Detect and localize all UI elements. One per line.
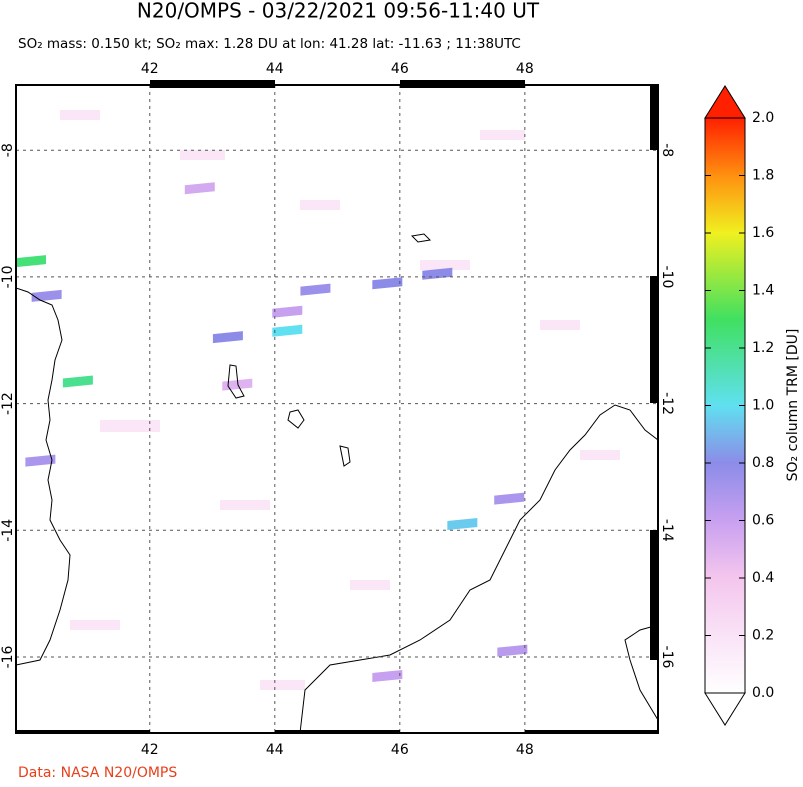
so2-pixel [372, 669, 403, 682]
colorbar-tick-label: 0.0 [752, 685, 774, 701]
colorbar [704, 85, 746, 726]
colorbar-tick-label: 1.4 [752, 283, 774, 299]
lat-tick-label: -8 [659, 143, 675, 157]
so2-pixel [222, 378, 253, 391]
so2-pixel [212, 331, 243, 344]
so2-pixel [497, 644, 528, 657]
lon-tick-label: 42 [141, 742, 159, 758]
so2-pixel [62, 375, 93, 388]
colorbar-tick-label: 0.8 [752, 455, 774, 471]
colorbar-tick-label: 0.6 [752, 513, 774, 529]
lat-tick-label: -16 [0, 645, 16, 668]
subtitle: SO₂ mass: 0.150 kt; SO₂ max: 1.28 DU at … [18, 36, 521, 52]
lon-tick-label: 42 [141, 61, 159, 77]
colorbar-tick-label: 1.0 [752, 398, 774, 414]
lat-tick-label: -14 [0, 519, 16, 542]
colorbar-tick-label: 0.4 [752, 570, 774, 586]
so2-pixel [25, 454, 56, 467]
lat-tick-label: -10 [659, 265, 675, 288]
colorbar-tick-label: 0.2 [752, 628, 774, 644]
frame-bars [16, 80, 658, 733]
lon-tick-label: 44 [266, 61, 284, 77]
so2-pixel [447, 517, 478, 530]
lat-tick-label: -10 [0, 265, 16, 288]
so2-pixel [272, 324, 303, 337]
lat-tick-label: -12 [659, 392, 675, 415]
lon-tick-label: 46 [391, 742, 409, 758]
credit: Data: NASA N20/OMPS [18, 765, 177, 781]
colorbar-label: SO₂ column TRM [DU] [785, 329, 801, 482]
so2-pixel [372, 277, 403, 290]
colorbar-tick-label: 1.8 [752, 168, 774, 184]
map [16, 85, 658, 733]
colorbar-tick-label: 1.2 [752, 340, 774, 356]
title: N20/OMPS - 03/22/2021 09:56-11:40 UT [137, 0, 540, 23]
lat-tick-label: -12 [0, 392, 16, 415]
so2-pixel [300, 283, 331, 296]
so2-pixel [184, 182, 215, 195]
so2-pixel [16, 255, 47, 268]
lon-tick-label: 44 [266, 742, 284, 758]
lon-tick-label: 46 [391, 61, 409, 77]
lat-tick-label: -8 [0, 143, 16, 157]
lat-tick-label: -14 [659, 519, 675, 542]
lat-tick-label: -16 [659, 646, 675, 669]
so2-pixel [272, 305, 303, 318]
so2-pixel [494, 492, 525, 505]
colorbar-tick-label: 2.0 [752, 110, 774, 126]
lon-tick-label: 48 [516, 61, 534, 77]
lon-tick-label: 48 [516, 742, 534, 758]
colorbar-tick-label: 1.6 [752, 225, 774, 241]
